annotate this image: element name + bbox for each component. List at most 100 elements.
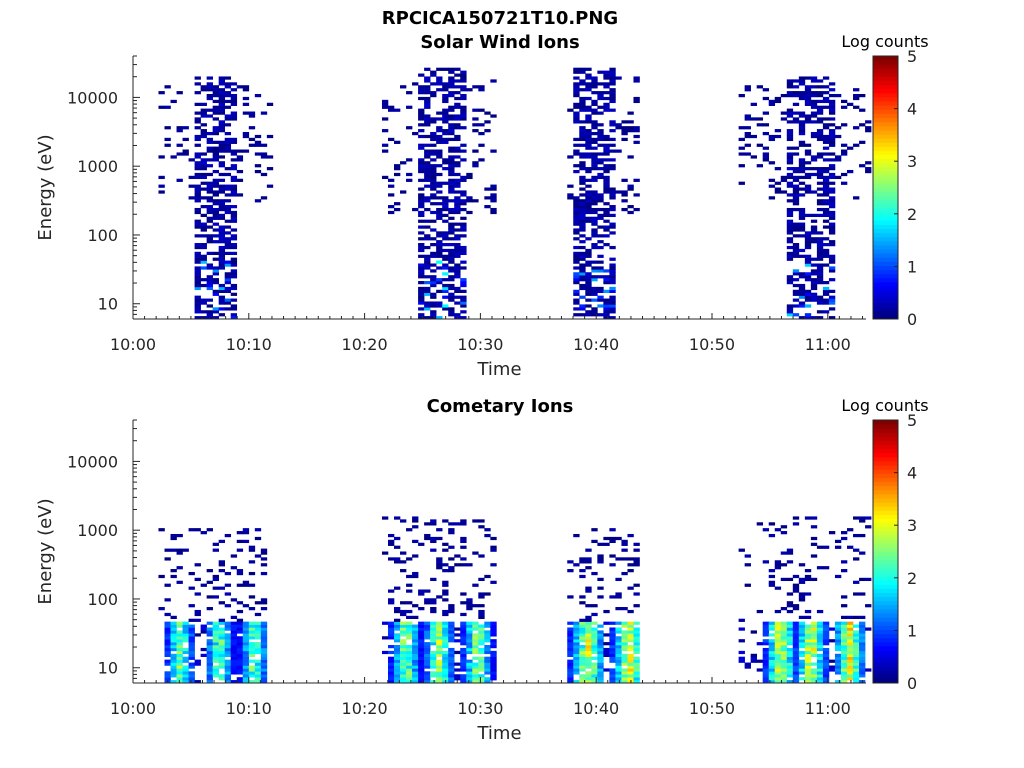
heatmap-cell: [816, 668, 824, 672]
heatmap-cell: [194, 269, 201, 273]
heatmap-cell: [387, 589, 395, 593]
heatmap-cell: [573, 533, 580, 538]
heatmap-cell: [206, 659, 213, 663]
heatmap-cell: [768, 647, 776, 652]
heatmap-cell: [418, 266, 425, 270]
heatmap-cell: [400, 612, 407, 617]
heatmap-cell: [804, 668, 812, 672]
heatmap-cell: [744, 126, 751, 130]
heatmap-cell: [400, 674, 407, 678]
heatmap-cell: [194, 210, 201, 215]
heatmap-cell: [442, 202, 449, 206]
heatmap-cell: [206, 653, 213, 657]
heatmap-cell: [633, 642, 640, 646]
heatmap-cell: [230, 286, 238, 291]
heatmap-cell: [387, 533, 395, 538]
heatmap-cell: [218, 202, 226, 206]
colorbar-segment: [873, 277, 898, 283]
heatmap-cell: [822, 653, 830, 657]
y-tick-label: 100: [87, 226, 118, 245]
heatmap-cell: [762, 131, 770, 136]
heatmap-cell: [242, 650, 250, 655]
heatmap-cell: [792, 627, 800, 631]
heatmap-cell: [828, 190, 836, 194]
heatmap-cell: [804, 76, 812, 80]
heatmap-cell: [786, 172, 794, 177]
heatmap-cell: [242, 96, 250, 101]
heatmap-cell: [212, 633, 219, 637]
heatmap-cell: [436, 152, 443, 156]
heatmap-cell: [853, 671, 860, 675]
heatmap-cell: [579, 225, 586, 229]
colorbar-segment: [873, 650, 898, 655]
heatmap-cell: [828, 316, 836, 320]
heatmap-cell: [768, 533, 776, 538]
heatmap-cell: [230, 598, 238, 602]
heatmap-cell: [585, 210, 592, 215]
heatmap-cell: [230, 167, 238, 171]
heatmap-cell: [200, 222, 207, 226]
heatmap-cell: [786, 184, 794, 188]
heatmap-cell: [442, 569, 449, 573]
heatmap-cell: [615, 595, 622, 599]
heatmap-cell: [490, 114, 497, 118]
heatmap-cell: [212, 310, 219, 314]
heatmap-cell: [424, 134, 431, 139]
heatmap-cell: [774, 668, 782, 672]
heatmap-cell: [573, 82, 580, 86]
heatmap-cell: [798, 167, 806, 171]
heatmap-cell: [786, 624, 794, 628]
colorbar-segment: [873, 452, 898, 458]
heatmap-cell: [609, 231, 616, 235]
colorbar-tick-label: 1: [907, 621, 917, 640]
heatmap-cell: [573, 111, 580, 115]
heatmap-cell: [454, 662, 461, 666]
colorbar-segment: [873, 522, 898, 528]
heatmap-cell: [436, 260, 443, 264]
heatmap-cell: [206, 313, 213, 317]
heatmap-cell: [822, 659, 830, 663]
heatmap-cell: [786, 225, 794, 229]
heatmap-cell: [798, 111, 806, 115]
heatmap-cell: [218, 155, 226, 159]
heatmap-cell: [224, 231, 232, 235]
heatmap-cell: [448, 108, 455, 112]
heatmap-cell: [418, 134, 425, 139]
heatmap-cell: [254, 665, 262, 669]
heatmap-cell: [840, 560, 848, 564]
heatmap-cell: [828, 82, 836, 86]
heatmap-cell: [418, 592, 425, 596]
heatmap-cell: [609, 167, 616, 171]
heatmap-cell: [442, 295, 449, 299]
x-tick-label: 11:00: [805, 335, 851, 354]
heatmap-cell: [442, 137, 449, 142]
heatmap-cell: [460, 592, 467, 596]
heatmap-cell: [460, 79, 467, 83]
heatmap-cell: [768, 137, 776, 142]
heatmap-cell: [448, 225, 455, 229]
heatmap-cell: [621, 636, 628, 640]
heatmap-cell: [609, 316, 616, 320]
heatmap-cell: [194, 234, 201, 238]
heatmap-cell: [573, 257, 580, 261]
heatmap-cell: [424, 621, 431, 625]
heatmap-cell: [615, 536, 622, 541]
heatmap-cell: [176, 665, 183, 669]
heatmap-cell: [591, 193, 598, 197]
heatmap-cell: [792, 85, 800, 89]
heatmap-cell: [822, 289, 830, 293]
heatmap-cell: [816, 266, 824, 270]
heatmap-cell: [609, 190, 616, 194]
heatmap-cell: [206, 225, 213, 229]
heatmap-cell: [597, 137, 604, 142]
heatmap-cell: [170, 636, 177, 640]
heatmap-cell: [424, 99, 431, 104]
heatmap-cell: [774, 586, 782, 590]
heatmap-cell: [828, 269, 836, 273]
heatmap-cell: [188, 158, 195, 162]
heatmap-cell: [780, 650, 788, 655]
heatmap-cell: [615, 126, 622, 130]
heatmap-cell: [424, 167, 431, 171]
heatmap-cell: [454, 205, 461, 209]
heatmap-cell: [853, 516, 860, 520]
